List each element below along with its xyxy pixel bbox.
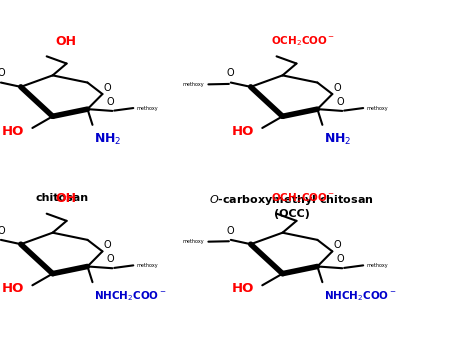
Text: NHCH$_2$COO$^-$: NHCH$_2$COO$^-$ (324, 289, 397, 303)
Text: O: O (0, 68, 5, 78)
Text: methoxy: methoxy (366, 263, 388, 268)
Text: OH: OH (55, 192, 77, 205)
Text: O: O (333, 240, 341, 250)
Text: HO: HO (2, 282, 24, 295)
Text: O: O (106, 254, 114, 264)
Text: O: O (103, 83, 111, 93)
Text: O: O (336, 97, 344, 107)
Text: O: O (336, 254, 344, 264)
Text: methoxy: methoxy (136, 263, 158, 268)
Text: HO: HO (232, 125, 254, 138)
Text: HO: HO (232, 282, 254, 295)
Text: $\it{O}$-carboxymethyl chitosan: $\it{O}$-carboxymethyl chitosan (209, 193, 374, 207)
Text: methoxy: methoxy (183, 239, 205, 244)
Text: NHCH$_2$COO$^-$: NHCH$_2$COO$^-$ (94, 289, 167, 303)
Text: OCH$_2$COO$^-$: OCH$_2$COO$^-$ (271, 191, 335, 205)
Text: OCH$_2$COO$^-$: OCH$_2$COO$^-$ (271, 34, 335, 48)
Text: OH: OH (55, 35, 77, 48)
Text: HO: HO (2, 125, 24, 138)
Text: O: O (106, 97, 114, 107)
Text: NH$_2$: NH$_2$ (94, 132, 122, 147)
Text: NH$_2$: NH$_2$ (324, 132, 352, 147)
Text: methoxy: methoxy (136, 106, 158, 110)
Text: O: O (227, 226, 235, 236)
Text: O: O (103, 240, 111, 250)
Text: O: O (227, 68, 235, 78)
Text: O: O (0, 226, 5, 236)
Text: chitosan: chitosan (35, 193, 88, 203)
Text: methoxy: methoxy (183, 82, 205, 87)
Text: methoxy: methoxy (366, 106, 388, 110)
Text: (OCC): (OCC) (273, 209, 310, 219)
Text: O: O (333, 83, 341, 93)
